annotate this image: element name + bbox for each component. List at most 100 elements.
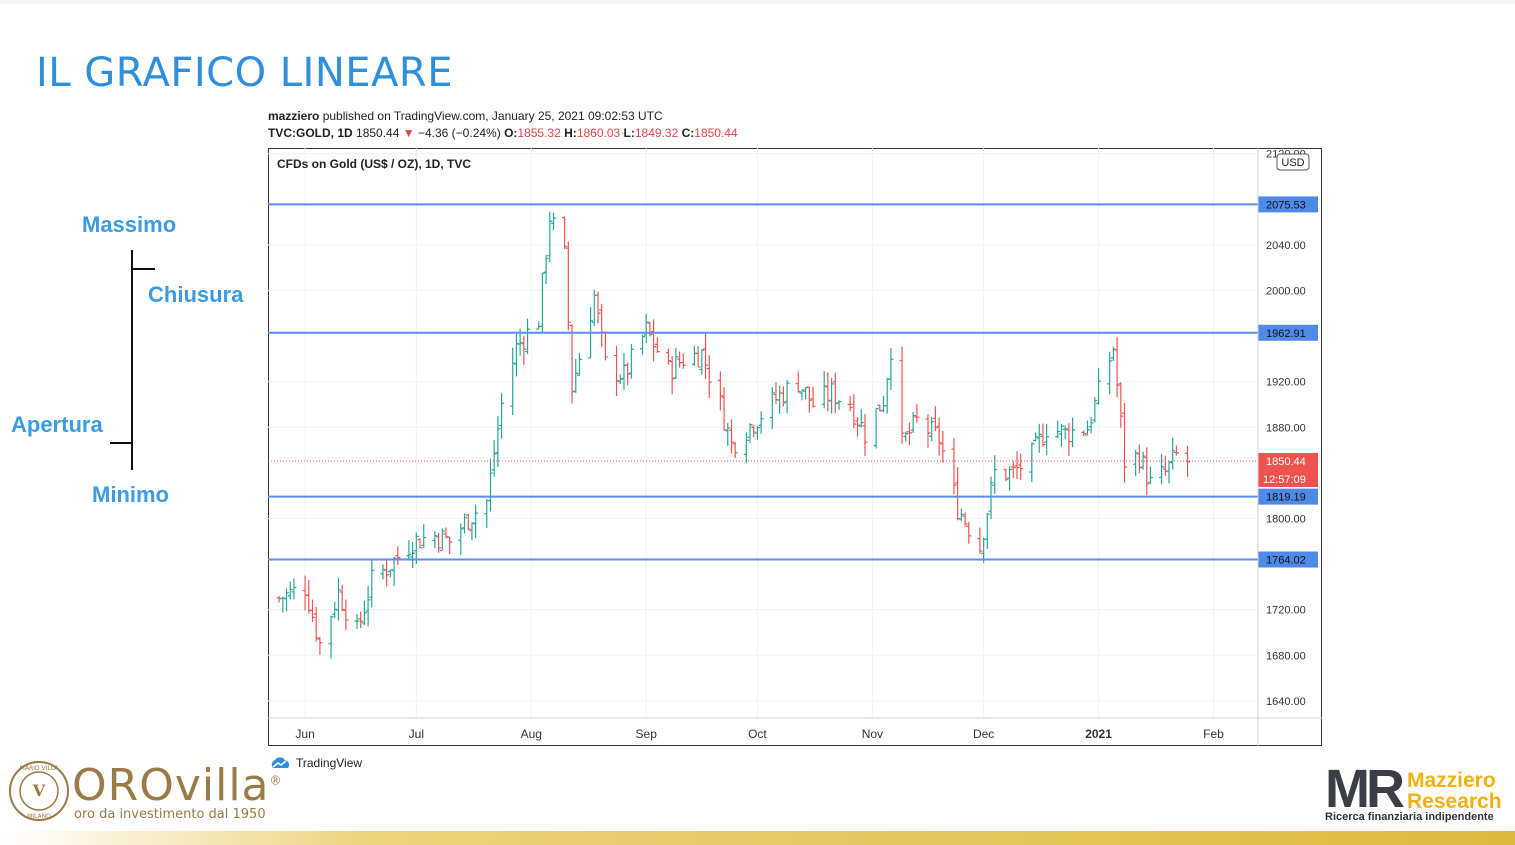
ohlc-bar bbox=[1114, 337, 1120, 398]
ohlc-bar bbox=[365, 586, 371, 627]
ohlc-bar bbox=[291, 578, 297, 600]
low-value: 1849.32 bbox=[634, 126, 679, 140]
ohlc-bar bbox=[384, 559, 390, 587]
ohlc-bar bbox=[625, 362, 631, 386]
ohlc-bar bbox=[617, 374, 623, 385]
ohlc-bar bbox=[977, 527, 983, 554]
tradingview-logo[interactable]: TradingView bbox=[268, 756, 362, 770]
ohlc-bar bbox=[743, 432, 749, 463]
publish-info: mazziero published on TradingView.com, J… bbox=[268, 109, 663, 123]
price-level-label: 1764.02 bbox=[1266, 555, 1306, 567]
ohlc-bar bbox=[940, 431, 946, 463]
ohlc-bar bbox=[462, 513, 468, 534]
ohlc-bar bbox=[1040, 423, 1046, 447]
orovilla-name: OROvilla bbox=[72, 760, 270, 811]
slide-title: IL GRAFICO LINEARE bbox=[36, 50, 453, 96]
ohlc-bar bbox=[754, 425, 760, 440]
ohlc-bar bbox=[1147, 466, 1153, 485]
ohlc-bar bbox=[695, 346, 701, 368]
ohlc-bar bbox=[1096, 368, 1102, 405]
ohlc-bar bbox=[1084, 420, 1090, 436]
price-level-badge bbox=[1258, 488, 1318, 505]
ohlc-bar bbox=[847, 396, 853, 412]
ohlc-bar bbox=[1159, 454, 1165, 485]
ohlc-bar bbox=[992, 455, 998, 494]
ohlc-bar bbox=[1062, 425, 1068, 440]
ohlc-bar bbox=[525, 318, 531, 355]
ohlc-bar bbox=[654, 337, 660, 353]
ohlc-bar bbox=[1014, 451, 1020, 480]
ohlc-bar bbox=[369, 558, 375, 608]
ohlc-bar bbox=[1170, 437, 1176, 470]
ohlc-bar bbox=[966, 521, 972, 544]
ohlc-bar bbox=[539, 272, 545, 333]
ohlc-bar bbox=[465, 513, 471, 531]
chart-title: CFDs on Gold (US$ / OZ), 1D, TVC bbox=[277, 157, 471, 171]
mazziero-research-logo: MR Mazziero Research Ricerca finanziaria… bbox=[1325, 759, 1505, 830]
ohlc-bar bbox=[595, 291, 601, 324]
ohlc-bar bbox=[1166, 460, 1172, 484]
ohlc-bar bbox=[951, 438, 957, 495]
ohlc-bar bbox=[665, 348, 671, 365]
ohlc-bar bbox=[932, 406, 938, 431]
x-tick-label: Jun bbox=[295, 727, 314, 741]
ohlc-bar bbox=[410, 541, 416, 569]
ohlc-bar bbox=[1081, 430, 1087, 437]
ohlc-bar bbox=[332, 601, 338, 618]
tradingview-label: TradingView bbox=[296, 756, 363, 770]
ohlc-bar bbox=[1092, 397, 1098, 423]
ohlc-bar bbox=[639, 334, 645, 355]
ohlc-bar bbox=[906, 422, 912, 446]
last-price-badge bbox=[1258, 452, 1318, 487]
orovilla-brand: OROvilla® bbox=[72, 760, 283, 811]
chart-container: 2075.53 1962.91 1819.19 1764.02 1850.44 12:57… bbox=[268, 148, 1323, 753]
y-tick-label: 1920.00 bbox=[1266, 377, 1306, 389]
ohlc-bar bbox=[651, 319, 657, 362]
ohlc-bar bbox=[836, 400, 842, 410]
ohlc-bar bbox=[335, 577, 341, 621]
y-tick-label: 2000.00 bbox=[1266, 286, 1306, 298]
y-tick-label: 1800.00 bbox=[1266, 514, 1306, 526]
ohlc-bar bbox=[406, 540, 412, 560]
x-tick-label: 2021 bbox=[1085, 727, 1112, 741]
ohlc-bar bbox=[491, 439, 497, 477]
ohlc-bar bbox=[1055, 420, 1061, 439]
ohlc-bar bbox=[855, 417, 861, 437]
y-tick-label: 2040.00 bbox=[1266, 240, 1306, 252]
ohlc-bar bbox=[647, 321, 653, 337]
ohlc-bar bbox=[521, 336, 527, 366]
ohlc-bar bbox=[732, 441, 738, 459]
ohlc-bar bbox=[721, 387, 727, 431]
top-border bbox=[0, 0, 1515, 4]
currency-label: USD bbox=[1281, 157, 1304, 169]
price-level-label: 2075.53 bbox=[1266, 199, 1306, 211]
ohlc-bar bbox=[829, 377, 835, 414]
ohlc-bar bbox=[576, 353, 582, 376]
mr-monogram: MR bbox=[1325, 759, 1405, 819]
ohlc-bar bbox=[832, 372, 838, 414]
ohlc-bar bbox=[1007, 466, 1013, 491]
ohlc-bar bbox=[936, 417, 942, 456]
x-tick-label: Jul bbox=[409, 727, 424, 741]
ohlc-bar bbox=[1133, 449, 1139, 477]
price-level-badge bbox=[1258, 324, 1318, 341]
price-chart[interactable]: 2075.53 1962.91 1819.19 1764.02 1850.44 12:57… bbox=[268, 148, 1323, 748]
ohlc-bar bbox=[703, 333, 709, 380]
y-tick-label: 1720.00 bbox=[1266, 605, 1306, 617]
orovilla-tagline: oro da investimento dal 1950 bbox=[74, 807, 266, 822]
ohlc-bar bbox=[1070, 417, 1076, 448]
ohlc-bar bbox=[1036, 423, 1042, 453]
ohlc-bar bbox=[499, 393, 505, 439]
ohlc-bar bbox=[328, 615, 334, 659]
svg-text:V: V bbox=[32, 781, 46, 800]
x-tick-label: Aug bbox=[521, 727, 542, 741]
legend-low-label: Minimo bbox=[92, 482, 169, 507]
tradingview-cloud-icon bbox=[271, 757, 290, 768]
y-tick-label: 1880.00 bbox=[1266, 422, 1306, 434]
ohlc-bar bbox=[628, 343, 634, 379]
y-tick-label: 1640.00 bbox=[1266, 696, 1306, 708]
last-price-label: 1850.44 bbox=[1266, 456, 1306, 468]
ohlc-bar bbox=[728, 419, 734, 454]
ohlc-bar bbox=[925, 413, 931, 448]
mr-company-name: Mazziero Research bbox=[1407, 770, 1502, 812]
